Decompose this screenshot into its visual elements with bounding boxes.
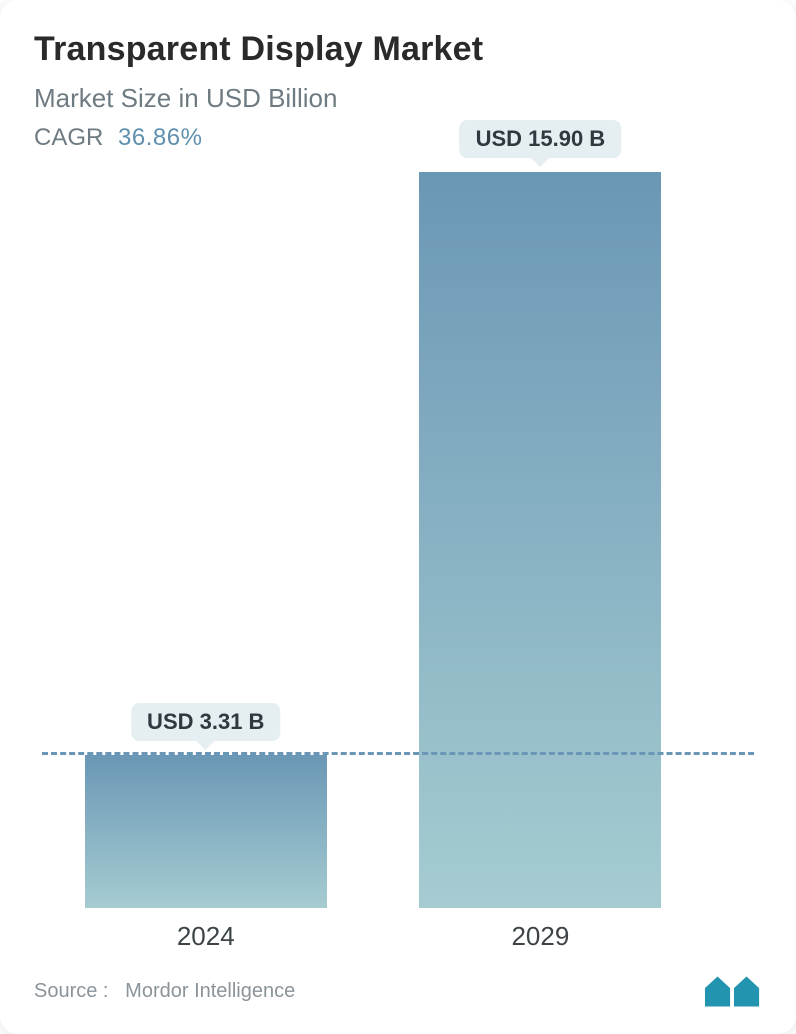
x-axis-label: 2024 bbox=[177, 921, 235, 952]
footer: Source : Mordor Intelligence bbox=[34, 968, 762, 1008]
x-axis-label: 2029 bbox=[511, 921, 569, 952]
chart-area: USD 3.31 BUSD 15.90 B 2024 2029 bbox=[34, 152, 762, 968]
bar bbox=[419, 172, 661, 908]
source-attribution: Source : Mordor Intelligence bbox=[34, 980, 295, 1003]
value-badge: USD 15.90 B bbox=[460, 120, 622, 158]
chart-card: Transparent Display Market Market Size i… bbox=[0, 0, 796, 1034]
cagr-label: CAGR bbox=[34, 124, 103, 151]
cagr-value: 36.86% bbox=[118, 124, 202, 151]
header: Transparent Display Market Market Size i… bbox=[34, 30, 762, 152]
value-badge: USD 3.31 B bbox=[131, 703, 280, 741]
source-prefix: Source : bbox=[34, 980, 108, 1002]
bars-row: USD 3.31 BUSD 15.90 B bbox=[42, 172, 754, 908]
chart-subtitle: Market Size in USD Billion bbox=[34, 83, 762, 114]
plot-region: USD 3.31 BUSD 15.90 B bbox=[42, 172, 754, 908]
cagr-line: CAGR 36.86% bbox=[34, 124, 762, 152]
mordor-logo-icon bbox=[704, 974, 762, 1008]
reference-line bbox=[42, 752, 754, 755]
source-name: Mordor Intelligence bbox=[125, 980, 295, 1002]
bar bbox=[85, 755, 327, 908]
chart-title: Transparent Display Market bbox=[34, 30, 762, 69]
